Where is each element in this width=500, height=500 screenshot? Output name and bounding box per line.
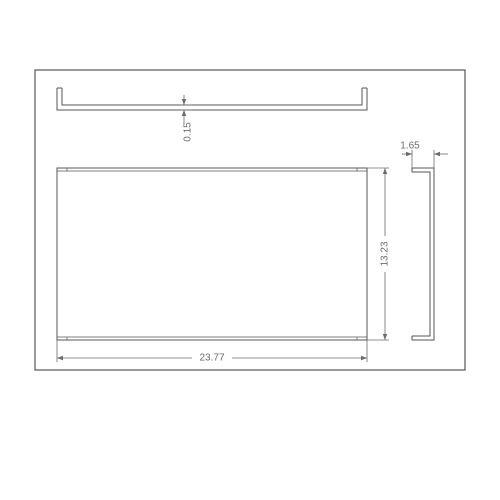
view-top-profile [57, 88, 367, 110]
drawing-frame [35, 70, 465, 370]
dim-value-thickness: 1.65 [400, 141, 420, 152]
dim-value-height: 13.23 [380, 241, 391, 266]
view-front [57, 168, 367, 340]
view-side [412, 168, 434, 340]
dimension-thickness [402, 150, 448, 168]
dim-value-width: 23.77 [199, 353, 224, 364]
dim-value-profile-depth: 0.15 [183, 122, 194, 142]
technical-drawing: 23.77 13.23 1.65 0.15 [0, 0, 500, 500]
